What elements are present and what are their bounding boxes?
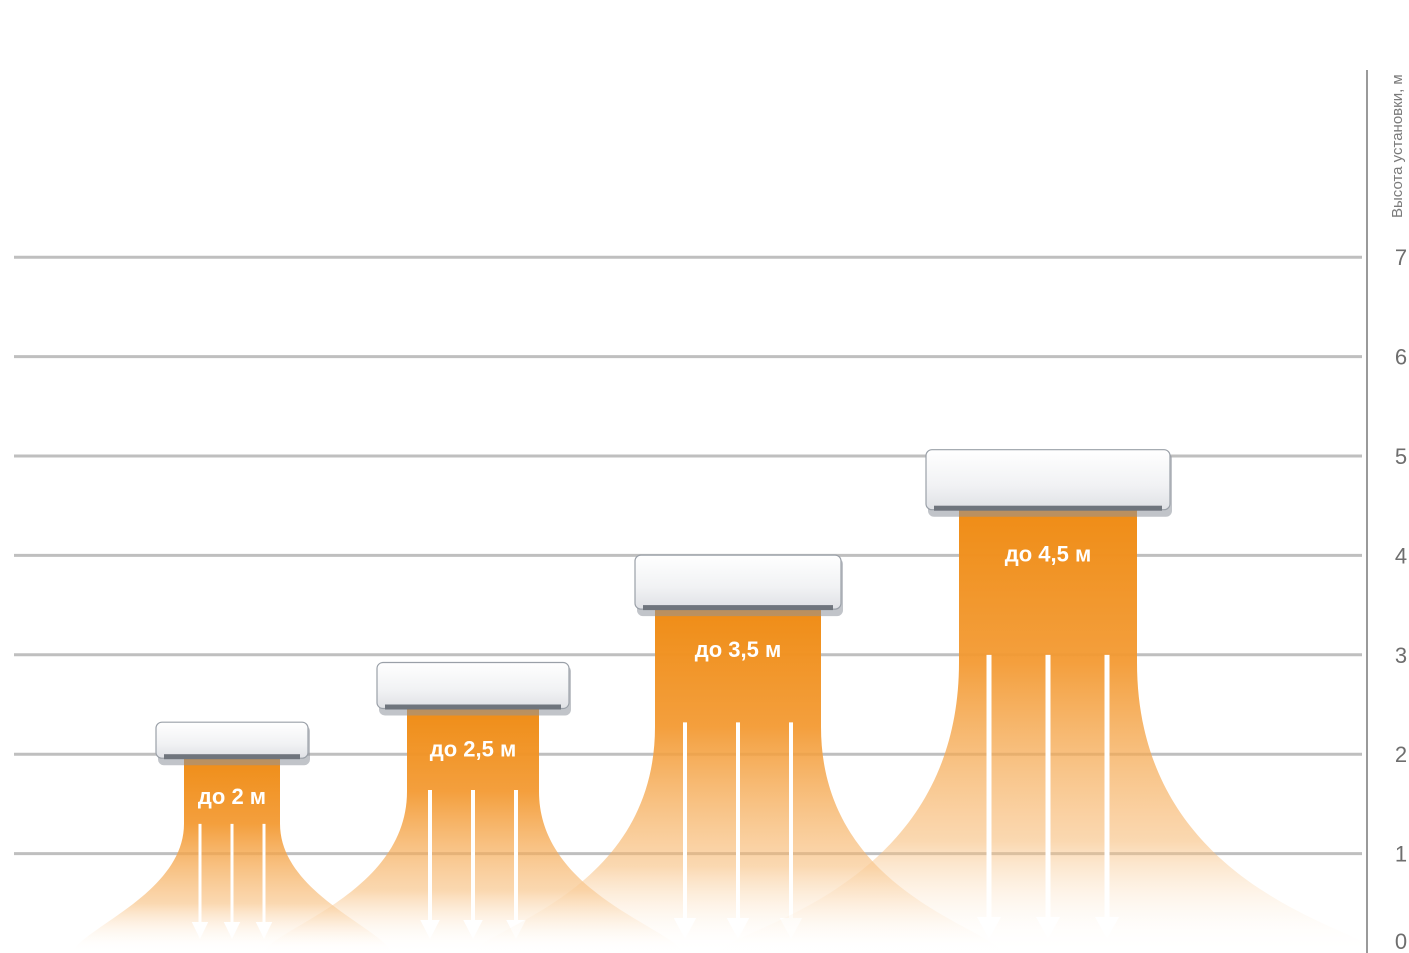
indoor-unit-vent [385,704,561,710]
indoor-unit-body [925,449,1171,511]
indoor-unit-vent [643,605,833,611]
indoor-unit-vent [934,505,1162,511]
airflow-arrow-head [726,918,750,939]
airflow-arrow-head [673,918,697,939]
ac-unit-group: до 4,5 м [718,505,1378,953]
indoor-unit-vent [164,754,300,760]
airflow-arrow-head [463,920,483,939]
height-tick-label: 2 [1395,742,1407,767]
unit-height-label: до 2,5 м [430,737,517,762]
indoor-unit-body [155,721,309,759]
ac-units-layer [155,449,1172,766]
height-tick-label: 5 [1395,444,1407,469]
airflow-arrow-head [223,922,241,939]
height-tick-label: 0 [1395,929,1407,953]
indoor-unit [155,721,310,766]
unit-height-label: до 3,5 м [695,637,782,662]
height-axis-title: Высота установки, м [1389,74,1406,218]
airflow-arrow-head [1036,917,1060,939]
height-tick-label: 3 [1395,643,1407,668]
airflow-arrow-head [420,920,440,939]
airflow-arrow-head [1095,917,1119,939]
airflow-arrow-head [255,922,273,939]
unit-height-label: до 4,5 м [1005,542,1092,567]
height-axis-ticks: 0 1 2 3 4 5 6 7 [1395,245,1407,953]
indoor-unit-body [634,554,842,610]
indoor-unit [925,449,1172,517]
indoor-unit [634,554,843,617]
height-tick-label: 1 [1395,842,1407,867]
airflow-layer: до 2 м до 2,5 м до 3,5 м до 4,5 м [72,505,1378,953]
height-tick-label: 7 [1395,245,1407,270]
height-tick-label: 4 [1395,543,1407,568]
indoor-unit [376,661,571,716]
unit-height-label: до 2 м [198,784,266,809]
ac-unit-group: до 2 м [72,754,392,953]
airflow-arrow-head [191,922,209,939]
airflow-arrow-head [977,917,1001,939]
indoor-unit-body [376,661,570,710]
height-tick-label: 6 [1395,345,1407,370]
